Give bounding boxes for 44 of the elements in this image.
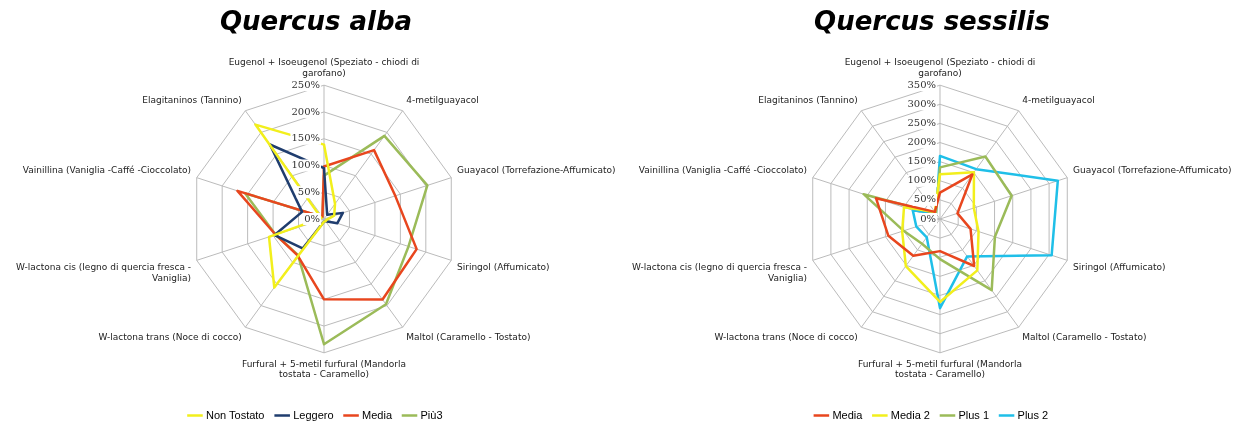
legend-label: Leggero <box>293 408 334 421</box>
y-tick-label: 100% <box>291 159 320 171</box>
spoke-label: Elagitaninos (Tannino) <box>142 94 242 105</box>
spoke-label: Maltol (Caramello - Tostato) <box>1022 331 1147 342</box>
spoke-label: Guayacol (Torrefazione-Affumicato) <box>456 164 616 175</box>
spoke-label: Furfural + 5-metil furfural (Mandorla tostata - Caramello) <box>241 358 407 380</box>
y-tick-label: 100% <box>907 174 936 186</box>
spoke-label: W-lactona cis (legno di quercia fresca - Vaniglia) <box>631 261 808 283</box>
spoke-label: W-lactona trans (Noce di cocco) <box>714 331 858 342</box>
y-tick-label: 200% <box>291 105 320 117</box>
spoke-label: 4-metilguayacol <box>1022 94 1095 105</box>
spoke-label: Guayacol (Torrefazione-Affumicato) <box>1072 164 1232 175</box>
y-tick-label: 300% <box>907 97 936 109</box>
spoke-label: Maltol (Caramello - Tostato) <box>406 331 531 342</box>
spoke-label: Vainillina (Vaniglia -Caffé -Cioccolato) <box>638 164 808 175</box>
legend-label: Media <box>832 408 864 421</box>
y-tick-label: 250% <box>907 117 936 128</box>
y-tick-label: 0% <box>304 212 320 224</box>
y-tick-label: 250% <box>291 78 320 90</box>
legend-label: Plus 1 <box>958 408 990 421</box>
y-tick-label: 150% <box>291 132 320 144</box>
y-tick-label: 150% <box>907 155 936 167</box>
legend-label: Più3 <box>420 408 443 421</box>
spoke-label: 4-metilguayacol <box>406 94 479 105</box>
spoke-label: Furfural + 5-metil furfural (Mandorla tostata - Caramello) <box>857 358 1023 380</box>
legend-label: Media <box>362 408 393 421</box>
spoke-label: Elagitaninos (Tannino) <box>758 94 858 105</box>
legend-label: Media 2 <box>890 408 930 421</box>
chart-title: Quercus alba <box>219 6 413 37</box>
y-tick-label: 0% <box>920 212 936 224</box>
spoke-label: W-lactona cis (legno di quercia fresca - Vaniglia) <box>15 261 192 283</box>
legend-label: Non Tostato <box>205 408 265 421</box>
spoke-label: Eugenol + Isoeugenol (Speziato - chiodi di garofano) <box>228 57 420 79</box>
spoke-label: Siringol (Affumicato) <box>1072 261 1166 272</box>
spoke-label: Siringol (Affumicato) <box>456 261 550 272</box>
y-tick-label: 50% <box>913 193 936 205</box>
y-tick-label: 200% <box>907 136 936 148</box>
y-tick-label: 350% <box>907 78 936 90</box>
y-tick-label: 50% <box>297 185 320 197</box>
spoke-label: W-lactona trans (Noce di cocco) <box>98 331 242 342</box>
chart-title: Quercus sessilis <box>814 6 1050 37</box>
spoke-label: Eugenol + Isoeugenol (Speziato - chiodi di garofano) <box>844 57 1036 79</box>
legend-label: Plus 2 <box>1017 408 1049 421</box>
spoke-label: Vainillina (Vaniglia -Caffé -Cioccolato) <box>22 164 192 175</box>
